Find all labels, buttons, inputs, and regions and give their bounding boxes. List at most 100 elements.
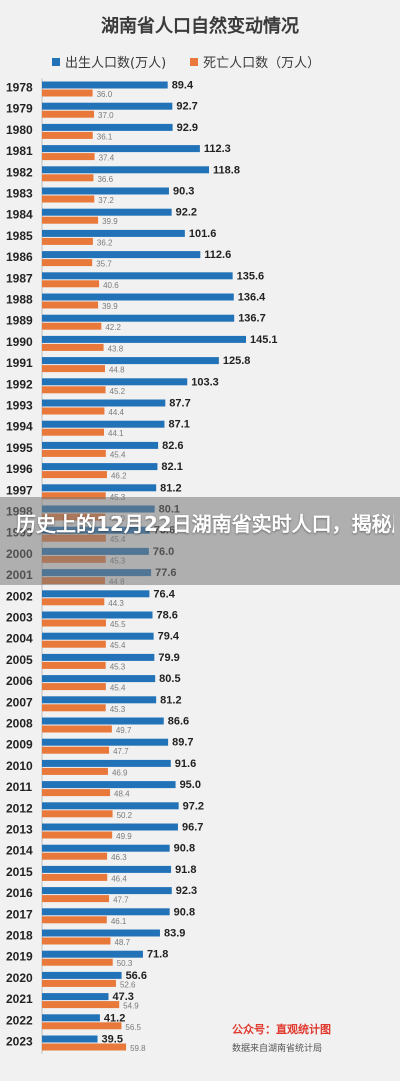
births-bar xyxy=(42,802,179,810)
births-bar xyxy=(42,738,169,746)
births-bar xyxy=(42,929,160,937)
births-value-label: 92.3 xyxy=(176,885,197,897)
births-bar xyxy=(42,335,246,343)
births-value-label: 80.5 xyxy=(159,673,180,685)
year-label: 2007 xyxy=(6,695,33,709)
deaths-bar xyxy=(42,1001,120,1009)
births-bar xyxy=(42,908,170,916)
deaths-bar xyxy=(42,598,105,606)
deaths-bar xyxy=(42,640,106,648)
births-value-label: 90.8 xyxy=(174,906,195,918)
year-label: 2009 xyxy=(6,738,33,752)
deaths-bar xyxy=(42,237,93,245)
deaths-value-label: 45.5 xyxy=(110,620,126,629)
deaths-bar xyxy=(42,110,95,118)
year-label: 1988 xyxy=(6,293,33,307)
births-value-label: 39.5 xyxy=(102,1034,123,1046)
births-bar xyxy=(42,145,200,153)
births-bar xyxy=(42,102,173,110)
births-value-label: 79.9 xyxy=(158,652,179,664)
year-label: 1990 xyxy=(6,335,33,349)
year-label: 1979 xyxy=(6,102,33,116)
births-bar xyxy=(42,378,188,386)
chart-legend: 出生人口数(万人) 死亡人口数（万人） xyxy=(52,52,320,71)
deaths-bar xyxy=(42,619,106,627)
deaths-value-label: 36.1 xyxy=(97,132,113,141)
deaths-bar xyxy=(42,386,106,394)
deaths-bar xyxy=(42,831,113,839)
year-label: 1980 xyxy=(6,123,33,137)
deaths-bar xyxy=(42,895,110,903)
deaths-bar xyxy=(42,873,108,881)
deaths-bar xyxy=(42,131,93,139)
births-bar xyxy=(42,484,157,492)
legend-swatch-births xyxy=(52,57,60,66)
year-label: 2003 xyxy=(6,611,33,625)
deaths-bar xyxy=(42,916,107,924)
deaths-bar xyxy=(42,322,102,330)
births-bar xyxy=(42,314,235,322)
deaths-value-label: 43.8 xyxy=(108,344,124,353)
year-label: 1984 xyxy=(6,208,33,222)
year-label: 2008 xyxy=(6,717,33,731)
births-bar xyxy=(42,420,165,428)
legend-swatch-deaths xyxy=(190,57,199,66)
births-value-label: 41.2 xyxy=(104,1012,125,1024)
deaths-value-label: 47.7 xyxy=(113,896,129,905)
deaths-bar xyxy=(42,492,106,500)
deaths-value-label: 56.5 xyxy=(125,1023,141,1032)
births-value-label: 78.6 xyxy=(157,610,178,622)
deaths-bar xyxy=(42,1043,127,1051)
deaths-value-label: 35.7 xyxy=(96,260,112,269)
deaths-bar xyxy=(42,789,111,797)
deaths-bar xyxy=(42,746,110,754)
births-value-label: 81.2 xyxy=(160,694,181,706)
births-bar xyxy=(42,441,159,449)
deaths-value-label: 49.9 xyxy=(116,832,132,841)
year-label: 2017 xyxy=(6,907,33,921)
births-value-label: 118.8 xyxy=(213,164,240,176)
deaths-value-label: 46.3 xyxy=(111,853,127,862)
births-value-label: 135.6 xyxy=(237,270,265,282)
year-label: 2019 xyxy=(6,950,33,964)
deaths-value-label: 54.9 xyxy=(123,1002,139,1011)
deaths-value-label: 42.2 xyxy=(105,323,121,332)
births-bar xyxy=(42,696,157,704)
deaths-value-label: 44.8 xyxy=(109,366,125,375)
deaths-bar xyxy=(42,810,113,818)
births-value-label: 92.9 xyxy=(177,122,198,134)
births-value-label: 96.7 xyxy=(182,822,203,834)
deaths-value-label: 39.9 xyxy=(102,217,118,226)
births-value-label: 90.3 xyxy=(173,186,194,198)
chart-title: 湖南省人口自然变动情况 xyxy=(101,16,299,37)
births-value-label: 83.9 xyxy=(164,928,185,940)
deaths-value-label: 37.0 xyxy=(98,111,114,120)
births-value-label: 47.3 xyxy=(113,991,134,1003)
deaths-bar xyxy=(42,365,105,373)
births-value-label: 87.7 xyxy=(169,398,190,410)
year-label: 2016 xyxy=(6,886,33,900)
births-value-label: 87.1 xyxy=(168,419,189,431)
deaths-bar xyxy=(42,979,116,987)
births-bar xyxy=(42,653,155,661)
births-value-label: 145.1 xyxy=(250,334,278,346)
year-label: 1986 xyxy=(6,250,33,264)
deaths-bar xyxy=(42,428,105,436)
year-label: 2020 xyxy=(6,971,33,985)
deaths-value-label: 46.2 xyxy=(111,472,127,481)
deaths-value-label: 52.6 xyxy=(120,980,136,989)
births-bar xyxy=(42,81,168,89)
headline-text: 历史上的12月22日湖南省实时人口，揭秘历史时刻，湖南 xyxy=(16,512,394,536)
year-label: 1987 xyxy=(6,271,33,285)
year-label: 1985 xyxy=(6,229,33,243)
year-label: 1994 xyxy=(6,420,33,434)
births-bar xyxy=(42,781,176,789)
deaths-value-label: 39.9 xyxy=(102,302,118,311)
births-value-label: 97.2 xyxy=(183,800,204,812)
deaths-value-label: 45.3 xyxy=(110,705,126,714)
year-label: 2014 xyxy=(6,844,33,858)
births-value-label: 76.4 xyxy=(153,588,175,600)
births-bar xyxy=(42,229,185,237)
births-value-label: 91.6 xyxy=(175,758,196,770)
